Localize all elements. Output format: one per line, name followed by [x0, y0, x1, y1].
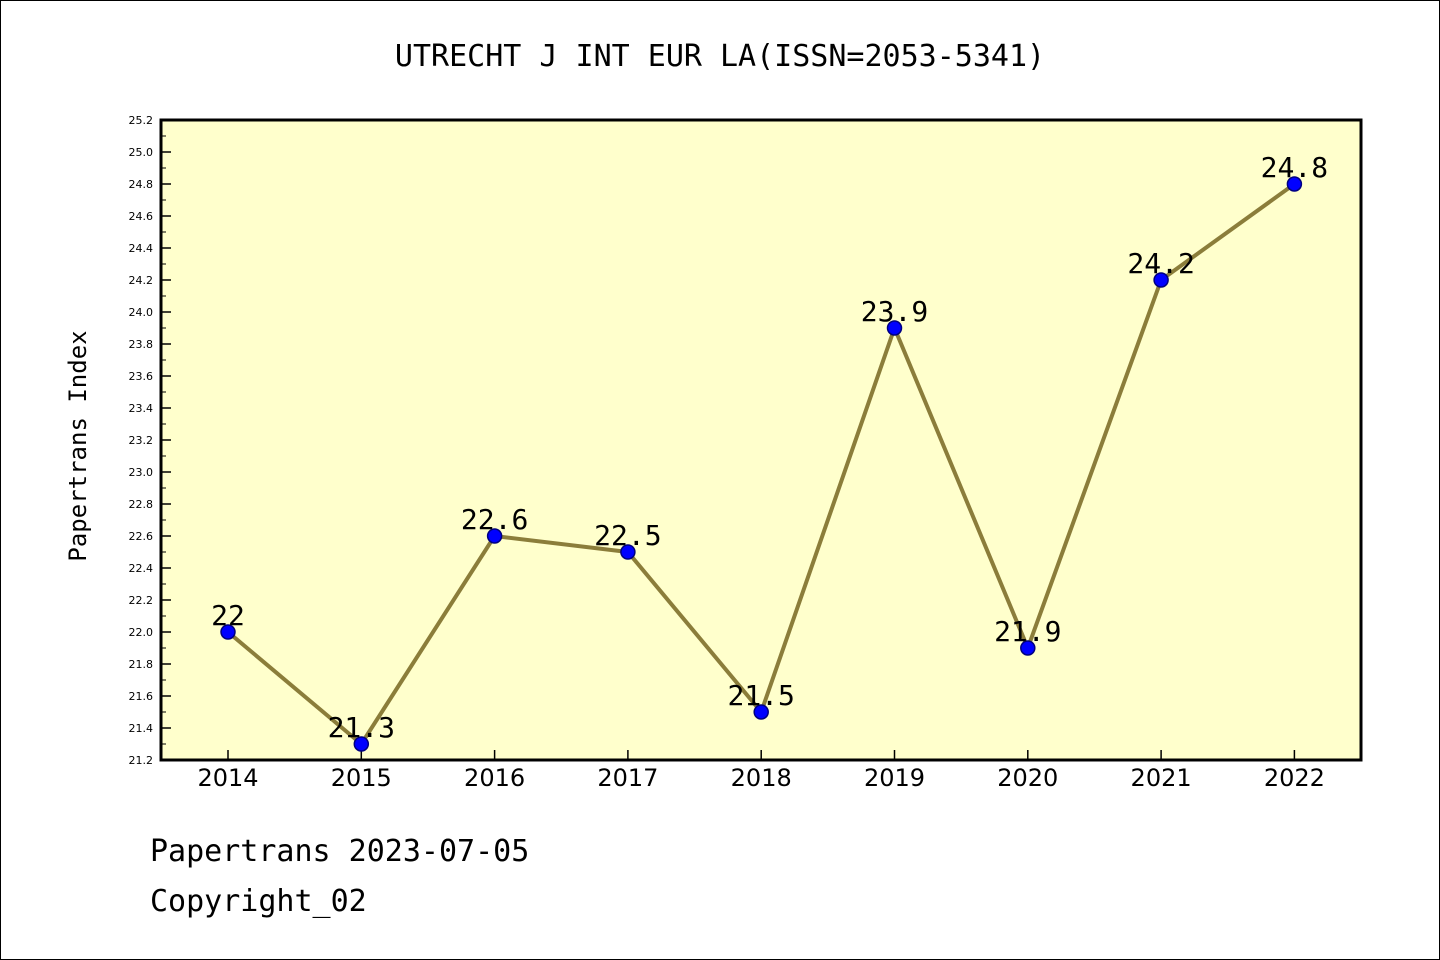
y-tick-label: 21.4: [129, 722, 154, 735]
x-tick-label: 2021: [1131, 764, 1192, 792]
series-points: [220, 176, 1303, 752]
y-tick-label: 21.8: [129, 658, 154, 671]
y-tick-label: 24.4: [129, 242, 154, 255]
y-tick-label: 23.6: [129, 370, 154, 383]
y-tick-label: 23.0: [129, 466, 154, 479]
data-point-label: 22.5: [594, 519, 661, 552]
y-axis: 21.2 21.4 21.6 21.8 22.0 22.2 22.4 22.6 22.8 23.0…: [129, 114, 171, 767]
y-tick-label: 21.6: [129, 690, 154, 703]
data-point: [753, 704, 769, 720]
x-tick-label: 2014: [197, 764, 258, 792]
y-tick-label: 22.8: [129, 498, 154, 511]
data-point-label: 23.9: [861, 295, 928, 328]
y-tick-label: 24.6: [129, 210, 154, 223]
y-tick-label: 22.4: [129, 562, 154, 575]
y-tick-label: 24.2: [129, 274, 154, 287]
data-point-label: 21.3: [328, 711, 395, 744]
data-point-label: 22: [211, 599, 245, 632]
x-axis: 2014 2015 2016 2017 2018 2019 2020 2021 2022: [197, 750, 1325, 792]
y-tick-label: 22.0: [129, 626, 154, 639]
footer-date-line: Papertrans 2023-07-05: [150, 834, 530, 869]
footer-copyright-line: Copyright_02: [150, 884, 367, 919]
data-point: [486, 528, 503, 544]
y-tick-label: 25.2: [129, 114, 154, 127]
y-tick-label: 22.2: [129, 594, 154, 607]
y-tick-label: 25.0: [129, 146, 154, 159]
x-tick-label: 2019: [864, 764, 925, 792]
data-point-label: 21.9: [994, 615, 1061, 648]
y-tick-label: 23.2: [129, 434, 154, 447]
data-point: [886, 320, 903, 336]
data-point: [1153, 272, 1169, 288]
y-tick-label: 22.6: [129, 530, 154, 543]
data-point-label: 24.8: [1261, 151, 1328, 184]
y-axis-label: Papertrans Index: [64, 330, 92, 561]
x-tick-label: 2017: [597, 764, 658, 792]
x-tick-label: 2015: [331, 764, 392, 792]
data-point: [620, 544, 636, 560]
data-point: [353, 736, 370, 752]
data-point-label: 24.2: [1127, 247, 1194, 280]
y-tick-label: 24.0: [129, 306, 154, 319]
x-tick-label: 2018: [731, 764, 792, 792]
data-point: [1286, 176, 1303, 192]
chart-title: UTRECHT J INT EUR LA(ISSN=2053-5341): [395, 39, 1045, 74]
point-labels: 22 21.3 22.6 22.5 21.5 23.9 21.9 24.2 24.8: [211, 151, 1328, 744]
plot-area: [159, 118, 1363, 762]
data-point: [1020, 640, 1036, 656]
x-tick-label: 2020: [997, 764, 1058, 792]
x-tick-label: 2022: [1264, 764, 1325, 792]
data-point-label: 21.5: [727, 679, 794, 712]
y-tick-label: 23.8: [129, 338, 154, 351]
y-tick-label: 24.8: [129, 178, 154, 191]
data-point: [220, 624, 236, 640]
x-tick-label: 2016: [464, 764, 525, 792]
y-tick-label: 23.4: [129, 402, 154, 415]
y-tick-label: 21.2: [129, 754, 154, 767]
data-point-label: 22.6: [461, 503, 528, 536]
